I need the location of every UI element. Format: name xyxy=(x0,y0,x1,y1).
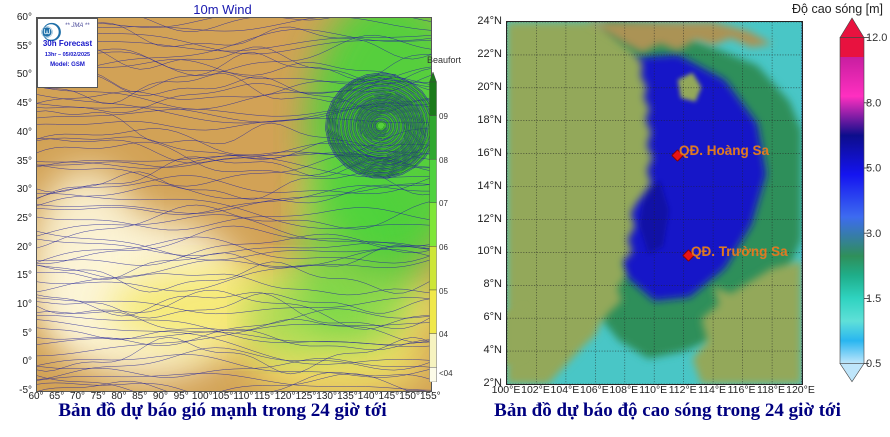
svg-text:09: 09 xyxy=(439,112,448,121)
svg-text:<04: <04 xyxy=(439,369,453,378)
svg-text:12.0: 12.0 xyxy=(866,32,887,44)
svg-text:3.0: 3.0 xyxy=(866,228,881,240)
svg-text:8.0: 8.0 xyxy=(866,98,881,110)
svg-text:06: 06 xyxy=(439,243,448,252)
svg-text:1.5: 1.5 xyxy=(866,293,881,305)
svg-text:05: 05 xyxy=(439,287,448,296)
svg-text:5.0: 5.0 xyxy=(866,163,881,175)
svg-text:08: 08 xyxy=(439,156,448,165)
svg-text:0.5: 0.5 xyxy=(866,358,881,370)
svg-text:07: 07 xyxy=(439,199,448,208)
svg-text:04: 04 xyxy=(439,330,448,339)
